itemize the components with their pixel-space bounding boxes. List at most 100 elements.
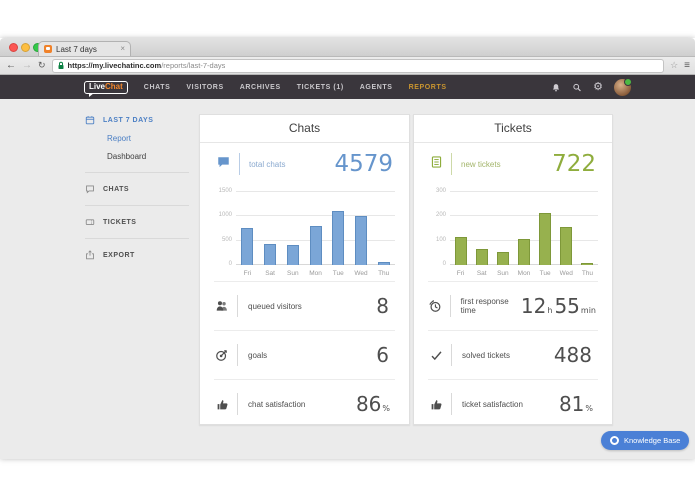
total-chats-label: total chats (249, 159, 286, 169)
sidebar-divider (85, 172, 189, 173)
ticket-satisfaction-value: 81% (558, 392, 593, 416)
reports-sidebar: LAST 7 DAYS Report Dashboard CHATS TICKE (85, 115, 189, 260)
sidebar-item-last-7-days[interactable]: LAST 7 DAYS (85, 115, 189, 125)
avatar[interactable] (614, 77, 632, 96)
browser-tab[interactable]: Last 7 days × (38, 41, 131, 56)
sidebar-divider (85, 205, 189, 206)
url-domain: https://my.livechatinc.com (67, 61, 162, 70)
total-chats-value: 4579 (334, 151, 393, 177)
back-icon[interactable]: ← (6, 59, 16, 71)
sidebar-item-chats[interactable]: CHATS (85, 184, 189, 194)
bookmark-star-icon[interactable]: ☆ (670, 60, 679, 70)
online-status-dot (624, 77, 632, 86)
thumbs-up-icon (428, 398, 444, 411)
logo-live-text: Live (89, 81, 106, 91)
search-icon[interactable] (572, 82, 582, 93)
chat-satisfaction-label: chat satisfaction (248, 399, 306, 409)
total-chats-stat: total chats 4579 (200, 143, 409, 185)
first-response-time-row: first response time 12h 55min (428, 281, 598, 330)
ticket-document-icon (430, 155, 443, 174)
sidebar-divider (85, 238, 189, 239)
sidebar-item-label: EXPORT (103, 251, 135, 259)
checkmark-icon (428, 349, 444, 362)
sidebar-item-label: CHATS (103, 185, 130, 193)
url-text: https://my.livechatinc.com/reports/last-… (68, 61, 226, 70)
queued-visitors-value: 8 (376, 294, 389, 318)
address-bar[interactable]: https://my.livechatinc.com/reports/last-… (51, 58, 665, 73)
export-icon (85, 250, 95, 260)
first-response-time-label: first response time (460, 297, 509, 315)
goals-row: goals 6 (214, 330, 395, 379)
url-path: /reports/last-7-days (161, 61, 226, 70)
forward-icon[interactable]: → (22, 59, 32, 71)
livechat-favicon-icon (44, 45, 52, 53)
solved-tickets-row: solved tickets 488 (428, 330, 598, 379)
main-navigation: CHATS VISITORS ARCHIVES TICKETS (1) AGEN… (144, 84, 447, 91)
stat-divider (239, 153, 240, 175)
nav-item-chats[interactable]: CHATS (143, 83, 171, 91)
reports-content: LAST 7 DAYS Report Dashboard CHATS TICKE (0, 99, 695, 459)
logo-chat-text: Chat (105, 81, 123, 91)
new-tickets-label: new tickets (461, 159, 501, 169)
minimize-window-button[interactable] (21, 43, 30, 52)
ticket-satisfaction-row: ticket satisfaction 81% (428, 379, 598, 428)
sidebar-link-dashboard[interactable]: Dashboard (107, 152, 147, 161)
goals-target-icon (214, 348, 230, 362)
browser-menu-icon[interactable]: ≡ (684, 60, 690, 71)
url-toolbar: ← → ↻ https://my.livechatinc.com/reports… (0, 57, 695, 75)
nav-item-archives[interactable]: ARCHIVES (239, 83, 281, 91)
life-buoy-icon (610, 436, 619, 445)
reload-icon[interactable]: ↻ (38, 60, 46, 70)
sidebar-item-label: TICKETS (103, 218, 137, 226)
metric-divider (449, 295, 451, 317)
sidebar-link-report[interactable]: Report (107, 134, 132, 143)
livechat-logo[interactable]: LiveChat (84, 80, 128, 97)
knowledge-base-button[interactable]: Knowledge Base (601, 431, 690, 450)
response-time-clock-icon (428, 299, 443, 313)
goals-label: goals (248, 350, 268, 360)
nav-item-tickets[interactable]: TICKETS (1) (296, 83, 344, 91)
chat-bubble-icon (85, 184, 95, 194)
nav-item-agents[interactable]: AGENTS (359, 83, 393, 91)
metric-divider (451, 344, 452, 366)
stat-divider (451, 153, 452, 175)
solved-tickets-value: 488 (553, 343, 592, 367)
solved-tickets-label: solved tickets (462, 350, 511, 360)
queued-visitors-icon (214, 300, 230, 313)
metric-divider (237, 295, 238, 317)
calendar-icon (85, 115, 95, 125)
first-response-time-value: 12h 55min (520, 294, 596, 318)
tab-title: Last 7 days (56, 44, 97, 54)
new-tickets-stat: new tickets 722 (414, 143, 612, 185)
nav-item-reports[interactable]: REPORTS (408, 83, 447, 91)
ticket-icon (85, 217, 95, 227)
knowledge-base-label: Knowledge Base (624, 436, 681, 445)
browser-window: Last 7 days × ← → ↻ https://my.livechati… (0, 38, 695, 459)
new-tickets-value: 722 (552, 151, 596, 177)
navbar-right: ⚙ (551, 77, 632, 96)
nav-item-visitors[interactable]: VISITORS (186, 83, 224, 91)
gear-icon[interactable]: ⚙ (593, 80, 603, 93)
sidebar-item-tickets[interactable]: TICKETS (85, 217, 189, 227)
goals-value: 6 (376, 343, 389, 367)
sidebar-item-export[interactable]: EXPORT (85, 250, 189, 260)
chat-bubble-icon (216, 155, 231, 174)
queued-visitors-row: queued visitors 8 (214, 281, 395, 330)
bell-icon[interactable] (551, 82, 561, 93)
metric-divider (237, 393, 238, 415)
padlock-icon (58, 61, 64, 69)
thumbs-up-icon (214, 398, 230, 411)
close-window-button[interactable] (9, 43, 18, 52)
chats-card: Chats total chats 4579 0 500 1000 1500 Fri Sa… (199, 114, 410, 425)
metric-divider (237, 344, 238, 366)
chats-bar-chart: 0 500 1000 1500 Fri Sat Sun Mon Tue Wed Thu (212, 188, 397, 277)
queued-visitors-label: queued visitors (248, 301, 302, 311)
tab-strip: Last 7 days × (0, 38, 695, 57)
sidebar-section-label: LAST 7 DAYS (103, 116, 154, 124)
tickets-card-title: Tickets (414, 115, 612, 143)
chat-satisfaction-row: chat satisfaction 86% (214, 379, 395, 428)
tab-close-icon[interactable]: × (120, 44, 125, 53)
ticket-satisfaction-label: ticket satisfaction (462, 399, 523, 409)
tickets-card: Tickets new tickets 722 0 100 200 300 Fri Sat… (413, 114, 613, 425)
